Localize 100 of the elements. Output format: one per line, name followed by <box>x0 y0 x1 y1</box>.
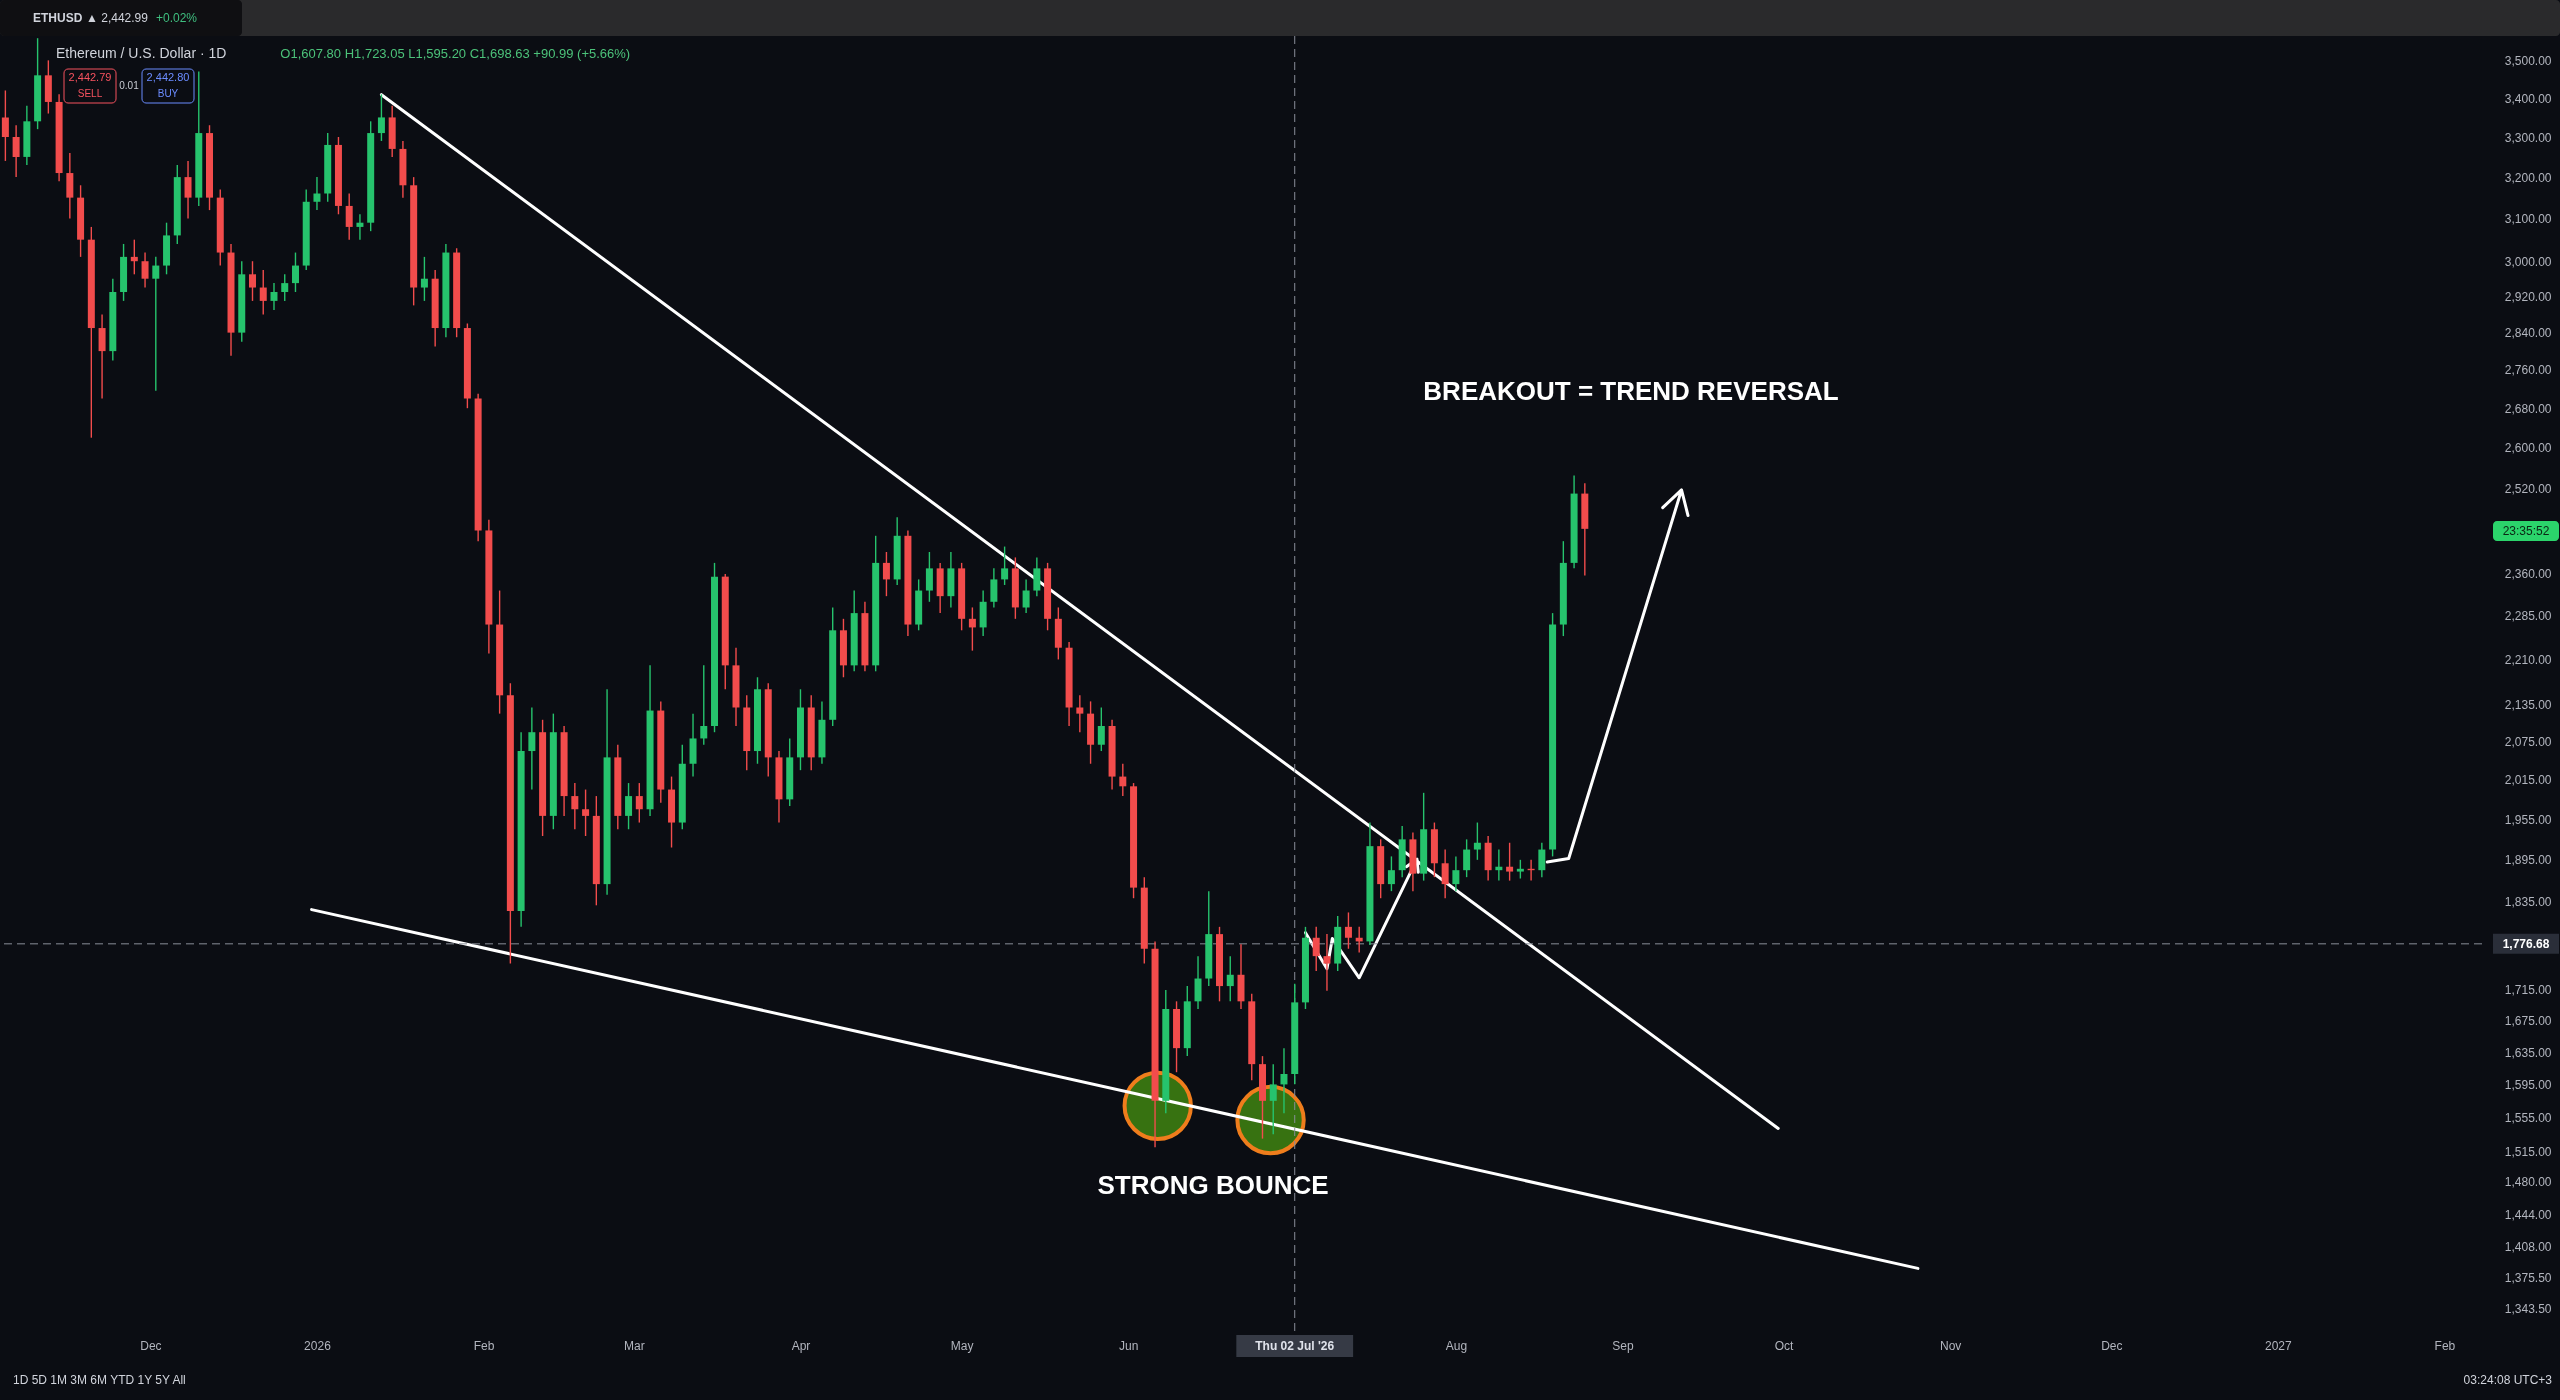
y-tick-label: 2,075.00 <box>2504 735 2552 750</box>
y-tick-label: 1,480.00 <box>2504 1175 2552 1190</box>
candlestick <box>420 256 428 302</box>
x-tick-label: Aug <box>1445 1338 1468 1353</box>
annotation: STRONG BOUNCE <box>1097 1170 1329 1200</box>
text: 03:24:08 UTC+3 <box>2463 1373 2553 1387</box>
y-tick-label: 1,343.50 <box>2504 1301 2552 1316</box>
candlestick <box>249 260 256 302</box>
candlestick <box>1323 933 1331 992</box>
candlestick <box>1312 926 1320 972</box>
x-tick-label: Jun <box>1119 1338 1139 1353</box>
candlestick <box>990 567 998 609</box>
candlestick <box>1344 911 1352 950</box>
candlestick <box>1194 955 1202 1010</box>
y-tick-label: 2,285.00 <box>2504 609 2552 624</box>
text: ▲ 2,442.99 <box>86 11 149 25</box>
candlestick <box>1097 706 1105 752</box>
y-tick-label: 1,375.50 <box>2504 1270 2552 1285</box>
annotation: BUY <box>157 88 179 99</box>
x-tick-label: Feb <box>2434 1338 2456 1353</box>
x-tick-label: Mar <box>624 1338 645 1353</box>
y-tick-label: 3,300.00 <box>2504 130 2552 145</box>
x-tick-label: 2027 <box>2265 1338 2293 1353</box>
y-tick-label: 2,600.00 <box>2504 441 2552 456</box>
y-tick-label: 1,835.00 <box>2504 895 2552 910</box>
candlestick <box>882 551 890 597</box>
y-tick-label: 2,760.00 <box>2504 363 2552 378</box>
y-tick-label: 1,595.00 <box>2504 1077 2552 1092</box>
y-tick-label: 1,555.00 <box>2504 1111 2552 1125</box>
text: O1,607.80 H1,723.05 L1,595.20 C1,698.63 +90.99 (+5.66%) <box>280 46 631 61</box>
annotation: BREAKOUT = TREND REVERSAL <box>1423 376 1839 406</box>
candlestick <box>1280 1047 1288 1115</box>
candlestick <box>1516 859 1524 880</box>
candlestick <box>700 664 708 746</box>
candlestick <box>1463 838 1471 878</box>
y-tick-label: 1,408.00 <box>2504 1240 2552 1255</box>
candlestick <box>1538 842 1546 878</box>
x-tick-label: Nov <box>1939 1338 1962 1353</box>
y-tick-label: 3,500.00 <box>2504 53 2552 68</box>
candlestick <box>130 238 138 276</box>
y-tick-label: 2,135.00 <box>2504 697 2552 712</box>
ref-line-label: 1,776.68 <box>2502 936 2550 951</box>
candlestick <box>1387 855 1395 892</box>
text: 1D 5D 1M 3M 6M YTD 1Y 5Y All <box>13 1373 186 1387</box>
y-tick-label: 1,515.00 <box>2504 1144 2552 1159</box>
candlestick <box>635 782 643 824</box>
y-tick-label: 3,200.00 <box>2504 170 2552 185</box>
candlestick <box>1441 848 1449 899</box>
candlestick <box>1269 1063 1277 1136</box>
candlestick <box>925 551 933 603</box>
candlestick <box>356 213 364 241</box>
y-tick-label: 2,520.00 <box>2504 481 2552 496</box>
y-tick-label: 2,920.00 <box>2504 289 2552 304</box>
y-tick-label: 1,444.00 <box>2504 1207 2552 1222</box>
y-tick-label: 1,955.00 <box>2504 812 2552 827</box>
candlestick <box>1076 694 1084 733</box>
candlestick <box>291 251 299 293</box>
candlestick <box>528 706 536 791</box>
x-tick-label: Sep <box>1612 1338 1634 1353</box>
x-tick-label: May <box>950 1338 974 1353</box>
x-tick-label: Dec <box>2101 1338 2123 1353</box>
y-tick-label: 1,715.00 <box>2504 983 2552 998</box>
candlestick <box>313 176 321 211</box>
y-tick-label: 3,000.00 <box>2504 254 2552 269</box>
candlestick <box>1452 855 1460 892</box>
candlestick <box>270 282 278 311</box>
text: Ethereum / U.S. Dollar · 1D <box>56 45 227 61</box>
ref-line-label: Thu 02 Jul '26 <box>1255 1339 1335 1353</box>
candlestick <box>377 93 385 142</box>
candlestick <box>1473 821 1481 861</box>
candlestick <box>571 782 579 830</box>
candlestick <box>152 256 160 392</box>
y-tick-label: 1,675.00 <box>2504 1014 2552 1029</box>
text: ETHUSD <box>33 11 83 25</box>
text: +0.02% <box>156 11 198 25</box>
annotation: SELL <box>77 88 103 99</box>
y-tick-label: 3,400.00 <box>2504 91 2552 106</box>
annotation: 2,442.80 <box>146 71 190 83</box>
candlestick <box>1001 545 1009 586</box>
candlestick <box>12 124 20 178</box>
candlestick <box>259 269 267 316</box>
candlestick <box>141 251 149 289</box>
candlestick <box>1119 763 1127 797</box>
y-tick-label: 2,210.00 <box>2504 652 2552 667</box>
candlestick <box>1226 955 1234 1003</box>
text: 23:35:52 <box>2502 524 2550 538</box>
candlestick <box>281 273 289 302</box>
x-tick-label: 2026 <box>304 1338 332 1353</box>
candlestick <box>625 782 633 830</box>
x-tick-label: Apr <box>791 1338 811 1353</box>
x-tick-label: Dec <box>140 1338 162 1353</box>
y-tick-label: 1,895.00 <box>2504 853 2552 868</box>
y-tick-label: 2,840.00 <box>2504 326 2552 341</box>
annotation: 0.01 <box>119 80 140 91</box>
candlestick <box>582 788 590 837</box>
x-tick-label: Oct <box>1774 1338 1795 1353</box>
annotation: 2,442.79 <box>68 71 112 83</box>
candlestick <box>98 313 106 400</box>
candlestick <box>1033 556 1041 597</box>
y-tick-label: 2,015.00 <box>2504 773 2552 788</box>
